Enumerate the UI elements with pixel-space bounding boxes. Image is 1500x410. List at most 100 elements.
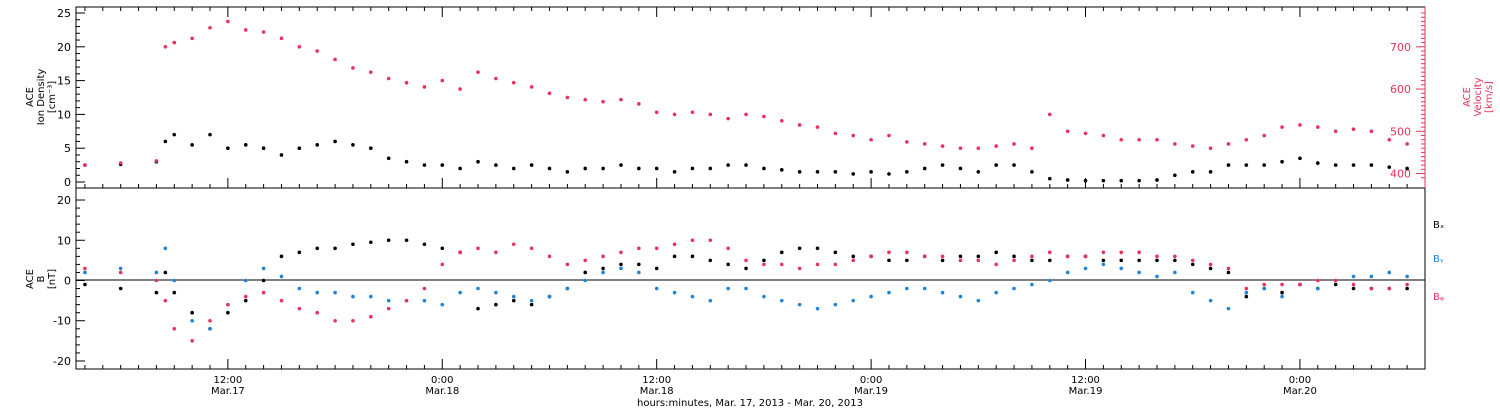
top-left-axis-title: ACE Ion Density [cm⁻³]: [25, 69, 58, 126]
bx-point: [494, 302, 498, 307]
velocity-point: [261, 30, 266, 34]
by-point: [476, 286, 480, 291]
density-point: [672, 170, 677, 174]
by-point: [351, 294, 355, 299]
bz-point: [869, 254, 873, 259]
density-point: [1280, 159, 1284, 164]
top-left-axis: 0 5 10 15 20 25: [57, 7, 85, 189]
bz-point: [1119, 250, 1124, 255]
velocity-point: [922, 142, 927, 146]
by-point: [601, 270, 605, 275]
velocity-point: [422, 85, 427, 89]
density-point: [619, 163, 623, 167]
density-point: [279, 153, 284, 157]
density-point: [1190, 170, 1195, 174]
bz-point: [333, 318, 337, 323]
bz-point: [619, 250, 623, 255]
by-point: [1351, 274, 1356, 279]
bx-point: [476, 306, 480, 311]
by-point: [922, 286, 927, 291]
top-right-axis-title-line1: ACE: [1462, 87, 1473, 107]
density-point: [243, 143, 248, 147]
bx-point: [619, 262, 623, 267]
bx-point: [118, 286, 123, 291]
top-right-axis-title-line3: [km/s]: [1484, 81, 1495, 113]
by-point: [83, 270, 87, 275]
density-point: [333, 139, 337, 144]
density-point: [1155, 178, 1159, 182]
velocity-point: [351, 66, 355, 70]
bx-point: [297, 250, 302, 255]
velocity-point: [333, 57, 337, 62]
bz-point: [637, 246, 641, 251]
x-tick-date-label: Mar.18: [425, 386, 459, 397]
bz-point: [797, 266, 802, 271]
velocity-point: [547, 91, 552, 96]
density-point: [1101, 178, 1106, 183]
density-point: [1173, 173, 1177, 178]
bottom-left-axis-title-line1: ACE: [25, 269, 36, 289]
density-point: [1208, 170, 1213, 174]
bz-point: [190, 339, 194, 343]
by-point: [797, 302, 802, 307]
velocity-point: [1244, 137, 1249, 142]
velocity-point: [654, 110, 659, 115]
velocity-point: [315, 49, 320, 53]
by-point: [1405, 274, 1409, 279]
bottom-left-axis-title-line3: [nT]: [47, 269, 58, 289]
velocity-point: [1012, 142, 1016, 146]
by-point: [511, 294, 516, 299]
top-left-axis-title-line2: Ion Density: [36, 69, 47, 126]
by-point: [833, 302, 838, 307]
velocity-point: [690, 110, 695, 115]
velocity-point: [833, 131, 838, 136]
bx-point: [958, 254, 963, 259]
velocity-point: [208, 25, 212, 30]
bz-point: [601, 254, 605, 259]
by-point: [333, 290, 337, 295]
density-point: [1315, 161, 1320, 165]
velocity-point: [708, 112, 713, 117]
density-point: [494, 163, 498, 167]
bx-point: [226, 310, 230, 315]
by-point: [529, 298, 534, 303]
bx-point: [1226, 270, 1231, 275]
bx-point: [851, 254, 856, 259]
density-point: [163, 139, 168, 144]
bz-point: [1387, 286, 1392, 291]
by-point: [279, 274, 284, 279]
top-right-axis-title: ACE Velocity [km/s]: [1462, 77, 1495, 116]
bz-point: [1030, 254, 1034, 259]
bz-point: [654, 246, 659, 251]
bx-point: [1405, 286, 1409, 291]
density-point: [744, 163, 748, 167]
top-left-tick-label: 15: [57, 75, 71, 88]
bz-point: [154, 278, 159, 283]
by-point: [190, 318, 194, 323]
bz-point: [1155, 254, 1159, 259]
velocity-point: [297, 45, 302, 49]
density-point: [654, 166, 659, 171]
legend-by: Bᵧ: [1433, 254, 1444, 265]
velocity-point: [279, 36, 284, 41]
velocity-point: [1190, 144, 1195, 148]
by-point: [261, 266, 266, 271]
density-point: [1351, 163, 1356, 167]
bx-point: [976, 254, 981, 259]
bottom-left-axis: -20 -10 0 10 20: [53, 194, 85, 368]
density-point: [1226, 163, 1231, 167]
by-point: [163, 246, 168, 251]
bx-point: [1030, 258, 1034, 263]
bx-point: [315, 246, 320, 251]
velocity-point: [172, 40, 177, 45]
velocity-point: [1047, 112, 1052, 117]
density-point: [208, 132, 212, 137]
density-point: [1030, 170, 1034, 174]
bz-point: [458, 250, 462, 255]
bx-point: [940, 258, 945, 263]
bx-point: [797, 246, 802, 251]
bz-point: [547, 254, 552, 259]
bottom-left-axis-title-line2: B: [36, 275, 47, 282]
velocity-point: [226, 19, 230, 24]
bx-point: [279, 254, 284, 259]
